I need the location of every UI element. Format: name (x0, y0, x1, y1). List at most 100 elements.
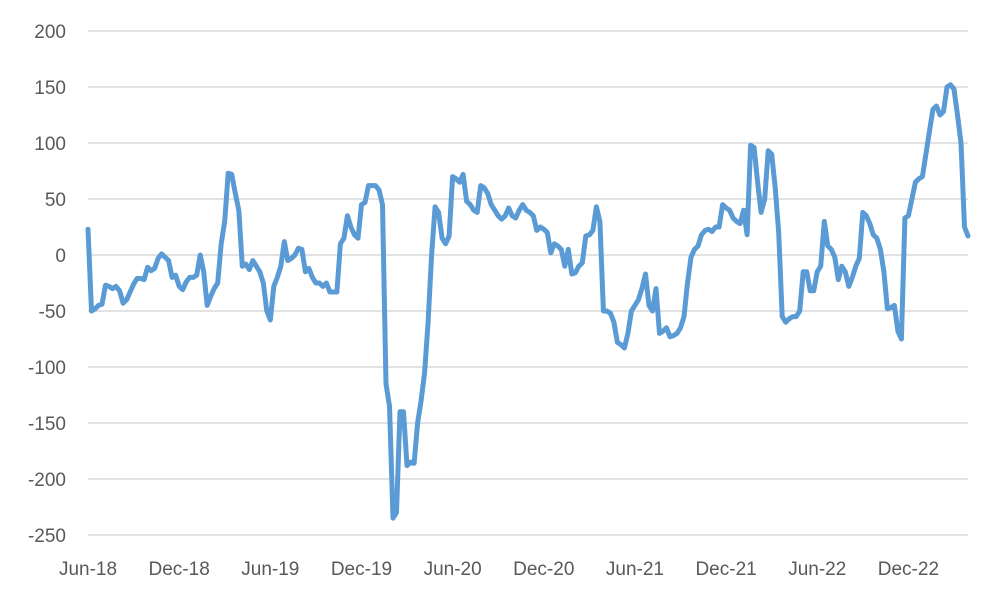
data-point (121, 301, 125, 305)
data-point (636, 298, 640, 302)
data-point (388, 404, 392, 408)
data-point (149, 269, 153, 273)
data-point (458, 180, 462, 184)
data-point (118, 289, 122, 293)
data-point (538, 225, 542, 229)
data-point (924, 152, 928, 156)
x-tick-label: Jun-19 (241, 559, 299, 580)
data-point (945, 85, 949, 89)
data-point (836, 278, 840, 282)
data-point (167, 259, 171, 263)
data-point (931, 107, 935, 111)
data-point (794, 315, 798, 319)
data-point (303, 270, 307, 274)
data-point (938, 113, 942, 117)
data-point (962, 225, 966, 229)
data-point (808, 289, 812, 293)
data-point (202, 270, 206, 274)
data-point (160, 252, 164, 256)
data-point (114, 284, 118, 288)
data-point (177, 284, 181, 288)
data-point (629, 309, 633, 313)
data-point (559, 247, 563, 251)
data-point (756, 180, 760, 184)
data-point (861, 210, 865, 214)
data-point (398, 410, 402, 414)
series-layer (85, 82, 971, 521)
data-point (668, 335, 672, 339)
data-point (465, 199, 469, 203)
data-point (111, 287, 115, 291)
x-tick-label: Jun-21 (606, 559, 664, 580)
data-point (163, 255, 167, 259)
data-point (510, 214, 514, 218)
data-point (479, 184, 483, 188)
data-point (959, 141, 963, 145)
data-point (784, 320, 788, 324)
data-point (409, 460, 413, 464)
data-point (191, 275, 195, 279)
data-point (293, 253, 297, 257)
data-point (528, 210, 532, 214)
data-point (850, 275, 854, 279)
data-point (531, 214, 535, 218)
data-point (759, 210, 763, 214)
data-point (440, 236, 444, 240)
data-point (444, 242, 448, 246)
data-point (507, 206, 511, 210)
data-point (545, 231, 549, 235)
data-point (650, 309, 654, 313)
data-point (307, 266, 311, 270)
data-point (707, 227, 711, 231)
data-point (366, 184, 370, 188)
data-point (209, 294, 213, 298)
data-point (766, 149, 770, 153)
data-point (503, 214, 507, 218)
data-point (216, 281, 220, 285)
data-point (170, 275, 174, 279)
data-point (135, 277, 139, 281)
data-point (486, 191, 490, 195)
data-point (619, 343, 623, 347)
data-point (955, 113, 959, 117)
data-point (223, 219, 227, 223)
data-point (381, 203, 385, 207)
data-point (405, 464, 409, 468)
data-point (787, 317, 791, 321)
data-point (251, 259, 255, 263)
data-point (913, 180, 917, 184)
data-point (934, 104, 938, 108)
data-point (657, 331, 661, 335)
data-point (338, 242, 342, 246)
data-point (535, 228, 539, 232)
data-point (324, 281, 328, 285)
series-line (85, 82, 971, 521)
data-point (696, 244, 700, 248)
data-point (549, 251, 553, 255)
data-point (279, 264, 283, 268)
data-point (205, 303, 209, 307)
data-point (752, 145, 756, 149)
x-tick-label: Dec-20 (513, 559, 574, 580)
data-point (97, 303, 101, 307)
data-point (433, 205, 437, 209)
data-point (801, 270, 805, 274)
data-point (675, 331, 679, 335)
data-point (763, 197, 767, 201)
data-point (573, 271, 577, 275)
data-point (219, 242, 223, 246)
data-point (104, 283, 108, 287)
data-point (710, 229, 714, 233)
data-point (514, 216, 518, 220)
data-point (146, 265, 150, 269)
data-point (475, 210, 479, 214)
data-point (682, 315, 686, 319)
data-point (244, 262, 248, 266)
data-point (552, 242, 556, 246)
data-point (188, 275, 192, 279)
data-point (819, 264, 823, 268)
data-point (384, 382, 388, 386)
y-tick-label: -100 (28, 358, 66, 379)
data-point (566, 247, 570, 251)
data-point (661, 329, 665, 333)
